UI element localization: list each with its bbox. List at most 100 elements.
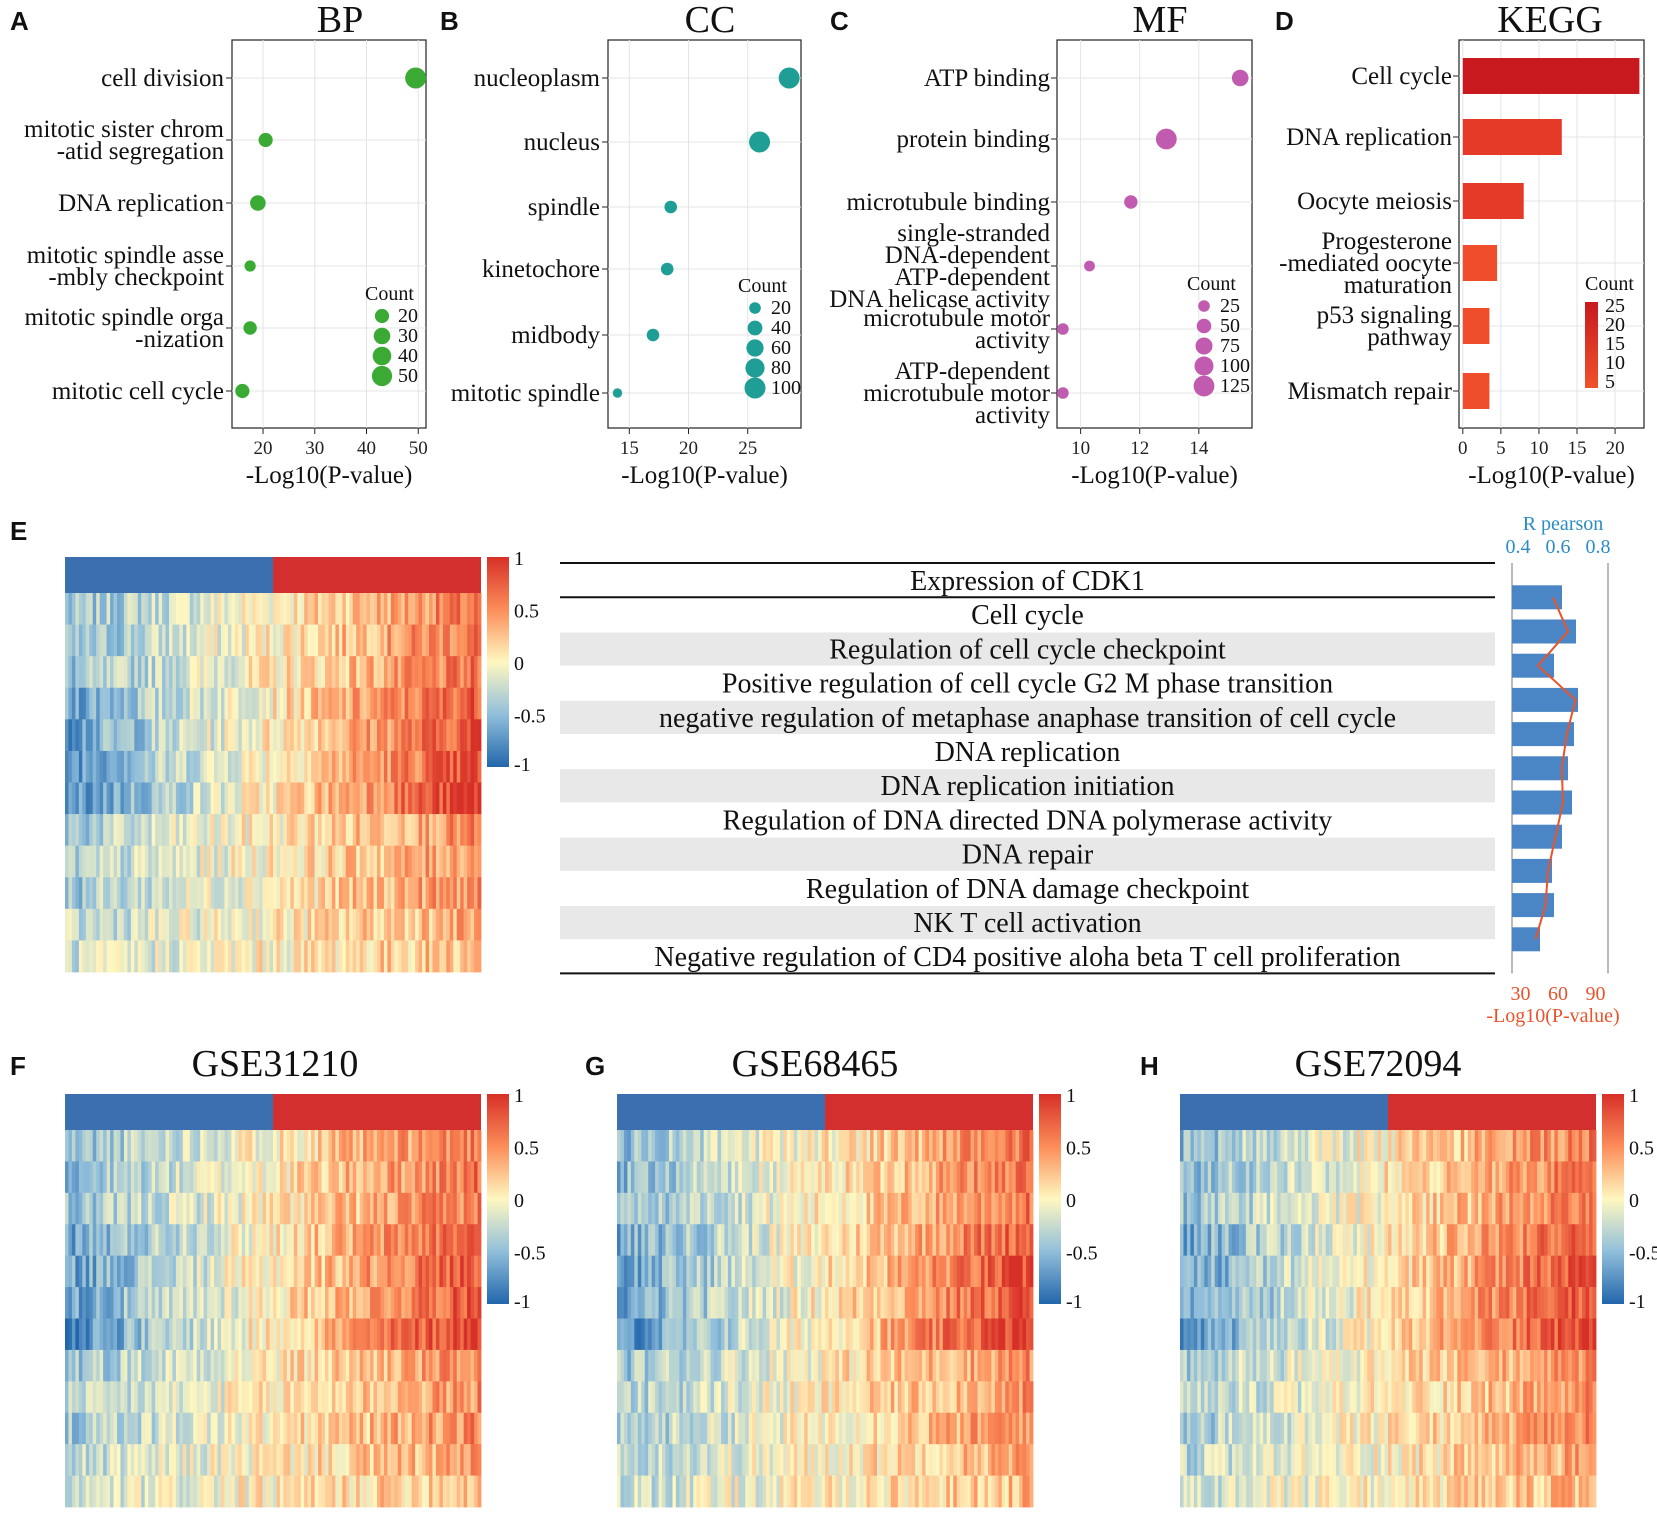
heat-cell	[714, 1192, 718, 1225]
heat-cell	[669, 1412, 673, 1445]
heat-cell	[293, 877, 298, 910]
heat-cell	[193, 1224, 198, 1257]
heat-cell	[1322, 1224, 1326, 1257]
heat-cell	[627, 1192, 632, 1225]
heat-cell	[449, 687, 454, 720]
heat-cell	[449, 750, 454, 783]
heat-cell	[617, 1444, 621, 1476]
heat-cell	[422, 1224, 426, 1257]
heat-cell	[1478, 1161, 1482, 1194]
heat-cell	[658, 1349, 663, 1382]
heat-cell	[1550, 1161, 1555, 1194]
heat-cell	[227, 1287, 232, 1319]
heat-cell	[1537, 1192, 1541, 1225]
heat-cell	[856, 1318, 861, 1351]
heat-cell	[463, 1255, 468, 1288]
heat-cell	[297, 1412, 302, 1445]
heat-cell	[248, 782, 253, 815]
heat-cell	[349, 1255, 354, 1288]
x-tick-label: 15	[1568, 438, 1587, 459]
heat-cell	[752, 1318, 757, 1351]
heat-cell	[106, 1349, 111, 1382]
heat-cell	[873, 1412, 878, 1445]
term-label-mitotic-cell-cycle: mitotic cell cycle	[52, 378, 224, 405]
heat-cell	[321, 1192, 326, 1225]
heat-cell	[856, 1255, 861, 1288]
heat-cell	[745, 1192, 750, 1225]
heat-cell	[662, 1192, 666, 1225]
heat-cell	[338, 1381, 343, 1414]
heat-cell	[456, 814, 461, 847]
heat-cell	[651, 1318, 656, 1351]
heat-cell	[766, 1349, 770, 1382]
term-label-p53-signaling-pathway: p53 signaling pathway	[1317, 302, 1453, 351]
heat-cell	[786, 1161, 791, 1194]
heat-cell	[311, 1475, 315, 1508]
heat-cell	[349, 782, 354, 815]
heat-cell	[1245, 1224, 1250, 1257]
heat-cell	[245, 750, 250, 783]
heat-cell	[276, 908, 281, 941]
heat-cell	[883, 1444, 888, 1476]
heat-cell	[89, 1381, 94, 1414]
heat-cell	[470, 1318, 475, 1351]
heat-cell	[463, 593, 468, 625]
heat-cell	[637, 1287, 642, 1319]
heat-cell	[328, 1130, 333, 1162]
heat-cell	[71, 1381, 76, 1414]
heat-cell	[221, 750, 225, 783]
heat-cell	[231, 1192, 236, 1225]
heat-cell	[463, 1318, 468, 1351]
heat-cell	[304, 877, 309, 910]
heat-cell	[110, 1444, 114, 1476]
heat-cell	[877, 1287, 881, 1319]
heat-cell	[1284, 1130, 1288, 1162]
heat-cell	[158, 1255, 163, 1288]
heat-cell	[349, 624, 354, 657]
heat-cell	[773, 1349, 777, 1382]
heat-cell	[727, 1224, 732, 1257]
heat-cell	[908, 1412, 913, 1445]
heat-cell	[345, 1192, 350, 1225]
heat-cell	[418, 1475, 423, 1508]
heat-cell	[106, 1381, 111, 1414]
heat-cell	[68, 908, 73, 941]
heat-cell	[446, 940, 451, 973]
heat-cell	[186, 782, 191, 815]
heat-cell	[634, 1381, 639, 1414]
heat-cell	[325, 845, 329, 878]
heat-cell	[1005, 1318, 1010, 1351]
heat-cell	[415, 624, 419, 657]
heat-cell	[696, 1130, 701, 1162]
heat-cell	[825, 1192, 829, 1225]
heat-cell	[293, 1444, 298, 1476]
heat-cell	[429, 782, 433, 815]
heat-cell	[137, 1475, 142, 1508]
heat-cell	[200, 719, 205, 752]
heat-cell	[113, 1318, 118, 1351]
heat-cell	[71, 908, 76, 941]
heat-cell	[432, 1224, 437, 1257]
heat-cell	[377, 1318, 381, 1351]
heat-cell	[1488, 1192, 1493, 1225]
heat-cell	[1540, 1161, 1545, 1194]
heat-cell	[85, 1192, 90, 1225]
heat-cell	[286, 1475, 291, 1508]
dot-spindle	[664, 200, 678, 214]
heat-cell	[651, 1475, 656, 1508]
heat-cell	[825, 1381, 829, 1414]
heat-cell	[1277, 1130, 1281, 1162]
heat-cell	[1492, 1130, 1496, 1162]
heat-cell	[658, 1161, 663, 1194]
heat-cell	[110, 1130, 114, 1162]
heat-cell	[838, 1318, 843, 1351]
heat-cell	[175, 1224, 180, 1257]
heat-cell	[956, 1349, 961, 1382]
heat-cell	[397, 1318, 402, 1351]
group-bar-high	[273, 1094, 481, 1130]
heat-cell	[200, 1412, 205, 1445]
heat-cell	[415, 814, 419, 847]
heat-cell	[946, 1349, 951, 1382]
heat-cell	[852, 1475, 857, 1508]
x-tick-label: 12	[1130, 438, 1149, 459]
